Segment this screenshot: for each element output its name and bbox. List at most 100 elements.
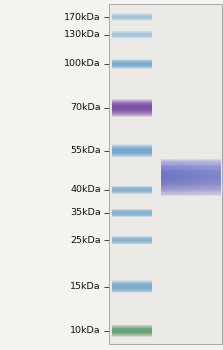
Bar xyxy=(185,166,189,167)
Bar xyxy=(169,187,173,189)
Bar xyxy=(173,171,177,172)
Bar xyxy=(169,171,173,172)
Bar xyxy=(165,175,169,176)
Bar xyxy=(112,285,152,286)
Bar xyxy=(217,165,221,166)
Bar xyxy=(112,332,152,333)
Bar xyxy=(181,175,185,176)
Bar xyxy=(165,170,169,171)
Bar xyxy=(112,105,152,106)
Bar xyxy=(165,160,169,161)
Bar xyxy=(165,178,169,180)
Text: 40kDa: 40kDa xyxy=(70,186,101,194)
Bar xyxy=(217,181,221,182)
Bar xyxy=(169,164,173,165)
Bar xyxy=(193,166,197,167)
Bar xyxy=(112,59,152,60)
Bar xyxy=(112,325,152,326)
Bar xyxy=(112,330,152,331)
Bar xyxy=(165,186,169,187)
Bar xyxy=(112,66,152,67)
Bar xyxy=(213,170,217,171)
Bar xyxy=(217,164,221,165)
Bar xyxy=(189,174,193,175)
Bar xyxy=(112,328,152,329)
Bar xyxy=(173,175,177,176)
Bar xyxy=(217,178,221,180)
Bar xyxy=(165,162,169,164)
Bar xyxy=(173,167,177,169)
Bar xyxy=(213,191,217,192)
Bar xyxy=(217,169,221,170)
Bar xyxy=(161,177,165,178)
Bar xyxy=(213,159,217,160)
Bar xyxy=(185,182,189,183)
Bar xyxy=(181,167,185,169)
Bar xyxy=(112,64,152,65)
Bar xyxy=(173,172,177,174)
Bar xyxy=(169,185,173,186)
Bar xyxy=(201,186,205,187)
Bar xyxy=(189,164,193,165)
Bar xyxy=(112,112,152,113)
Bar xyxy=(193,177,197,178)
Bar xyxy=(213,185,217,186)
Bar xyxy=(213,194,217,195)
Bar xyxy=(193,175,197,176)
Bar xyxy=(193,164,197,165)
Bar xyxy=(112,151,152,152)
Bar xyxy=(201,187,205,189)
Bar xyxy=(197,182,201,183)
Bar xyxy=(193,170,197,171)
Bar xyxy=(201,185,205,186)
Bar xyxy=(205,172,209,174)
Bar xyxy=(217,176,221,177)
Bar xyxy=(169,195,173,196)
Bar xyxy=(181,186,185,187)
Bar xyxy=(112,111,152,112)
Bar xyxy=(205,191,209,192)
Bar xyxy=(161,169,165,170)
Bar xyxy=(197,186,201,187)
Bar xyxy=(185,175,189,176)
Bar xyxy=(112,336,152,337)
Bar xyxy=(201,164,205,165)
Bar xyxy=(177,185,181,186)
Bar xyxy=(169,176,173,177)
Bar xyxy=(197,194,201,195)
Bar xyxy=(201,167,205,169)
Bar xyxy=(193,191,197,192)
Bar xyxy=(181,172,185,174)
Bar xyxy=(181,161,185,162)
Bar xyxy=(201,176,205,177)
Bar xyxy=(217,162,221,164)
Bar xyxy=(177,182,181,183)
Bar xyxy=(193,192,197,194)
Bar xyxy=(209,183,213,185)
Bar xyxy=(181,165,185,166)
Bar xyxy=(161,161,165,162)
Bar xyxy=(112,113,152,114)
Bar xyxy=(173,176,177,177)
Bar xyxy=(217,166,221,167)
Bar xyxy=(185,189,189,190)
Bar xyxy=(173,189,177,190)
Bar xyxy=(112,155,152,156)
Bar xyxy=(189,178,193,180)
Bar xyxy=(213,195,217,196)
Text: 25kDa: 25kDa xyxy=(70,236,101,245)
Bar xyxy=(173,166,177,167)
Bar xyxy=(112,32,152,33)
Bar xyxy=(112,292,152,293)
Bar xyxy=(177,171,181,172)
Bar xyxy=(112,236,152,237)
Bar xyxy=(112,37,152,38)
Bar xyxy=(177,191,181,192)
Bar xyxy=(112,116,152,117)
Bar xyxy=(193,187,197,189)
Bar xyxy=(169,159,173,160)
Bar xyxy=(165,190,169,191)
Bar xyxy=(161,172,165,174)
Bar xyxy=(213,160,217,161)
Bar xyxy=(205,186,209,187)
